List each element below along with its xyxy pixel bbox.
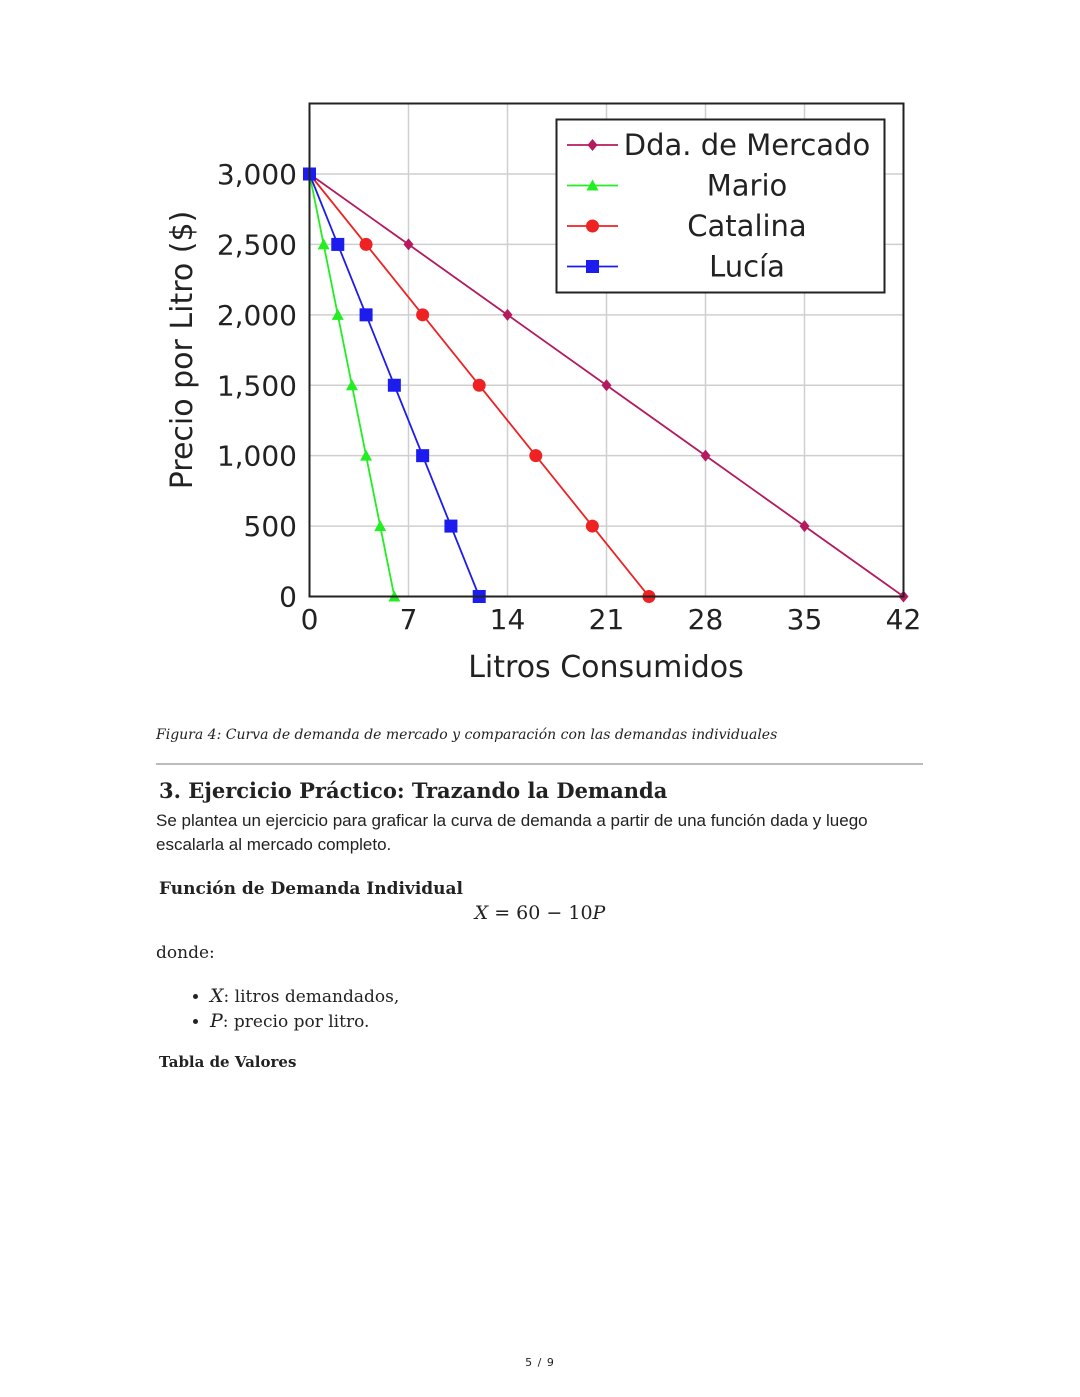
legend-label: Lucía (709, 250, 785, 284)
chart-legend: Dda. de Mercado Mario Catalina Lucía (555, 118, 886, 294)
data-point-triangle (317, 238, 330, 250)
table-heading: Tabla de Valores (159, 1053, 297, 1071)
data-point-square (416, 449, 430, 463)
equation-middle: = 60 − 10 (488, 902, 593, 924)
donde-label: donde: (156, 943, 215, 963)
legend-label: Dda. de Mercado (624, 128, 870, 162)
data-point-circle (359, 237, 373, 251)
plot-frame (308, 102, 905, 598)
equation-var: P (592, 902, 606, 924)
data-point-square (444, 519, 458, 533)
figure-caption: Figura 4: Curva de demanda de mercado y … (156, 727, 778, 743)
var-symbol: P (210, 1010, 223, 1032)
list-item: X: litros demandados, (210, 984, 399, 1009)
section-divider (156, 763, 923, 765)
x-tick-label: 21 (589, 603, 625, 636)
demand-chart: 0 7 14 21 28 35 42 0 500 1,000 1,500 2,000 2,500 3,00… (165, 102, 921, 685)
data-point-diamond (403, 238, 414, 251)
y-tick-label: 3,000 (217, 158, 297, 191)
var-desc: : precio por litro. (222, 1012, 370, 1032)
equation-lhs: X (474, 902, 489, 924)
x-tick-label: 0 (301, 603, 319, 636)
data-point-diamond (799, 520, 810, 533)
y-tick-label: 500 (244, 510, 297, 543)
data-point-circle (529, 449, 543, 463)
data-point-diamond (502, 308, 513, 321)
y-tick-label: 1,000 (217, 440, 297, 473)
x-tick-label: 28 (688, 603, 724, 636)
legend-box (555, 118, 886, 294)
page-number: 5 / 9 (525, 1356, 555, 1369)
data-point-triangle (360, 449, 373, 461)
data-point-square (359, 308, 373, 322)
x-tick-label: 35 (787, 603, 823, 636)
x-tick-label: 14 (490, 603, 526, 636)
y-tick-label: 2,500 (217, 228, 297, 261)
x-tick-label: 7 (400, 603, 418, 636)
data-point-square (586, 260, 599, 273)
data-point-diamond (700, 449, 711, 462)
data-point-square (387, 378, 401, 392)
data-point-diamond (601, 379, 612, 392)
x-axis-label: Litros Consumidos (468, 650, 744, 685)
y-tick-label: 0 (279, 581, 297, 614)
section-heading: 3. Ejercicio Práctico: Trazando la Deman… (159, 778, 668, 803)
x-tick-label: 42 (886, 603, 922, 636)
data-point-square (331, 237, 345, 251)
data-point-triangle (331, 308, 344, 320)
data-point-circle (585, 519, 599, 533)
var-symbol: X (210, 985, 224, 1007)
series-square (303, 167, 486, 603)
data-point-triangle (345, 379, 358, 391)
legend-label: Catalina (687, 209, 806, 243)
y-tick-label: 1,500 (217, 369, 297, 402)
subsection-heading: Función de Demanda Individual (159, 879, 463, 899)
list-item: P: precio por litro. (210, 1009, 399, 1034)
variable-list: X: litros demandados, P: precio por litr… (182, 984, 399, 1034)
data-point-diamond (587, 139, 598, 151)
section-intro: Se plantea un ejercicio para graficar la… (156, 811, 868, 854)
data-point-circle (416, 308, 430, 322)
y-axis-label: Precio por Litro ($) (165, 211, 200, 490)
series-circle (303, 167, 656, 603)
data-point-triangle (374, 520, 387, 532)
data-point-circle (472, 378, 486, 392)
y-tick-label: 2,000 (217, 299, 297, 332)
data-point-triangle (586, 179, 599, 191)
chart-ticks: 0 7 14 21 28 35 42 0 500 1,000 1,500 2,000 2,500 3,00… (217, 158, 921, 636)
data-point-circle (586, 219, 599, 233)
legend-label: Mario (707, 169, 788, 203)
chart-series (303, 167, 909, 603)
var-desc: : litros demandados, (223, 987, 400, 1007)
demand-equation: X = 60 − 10P (0, 902, 1080, 924)
